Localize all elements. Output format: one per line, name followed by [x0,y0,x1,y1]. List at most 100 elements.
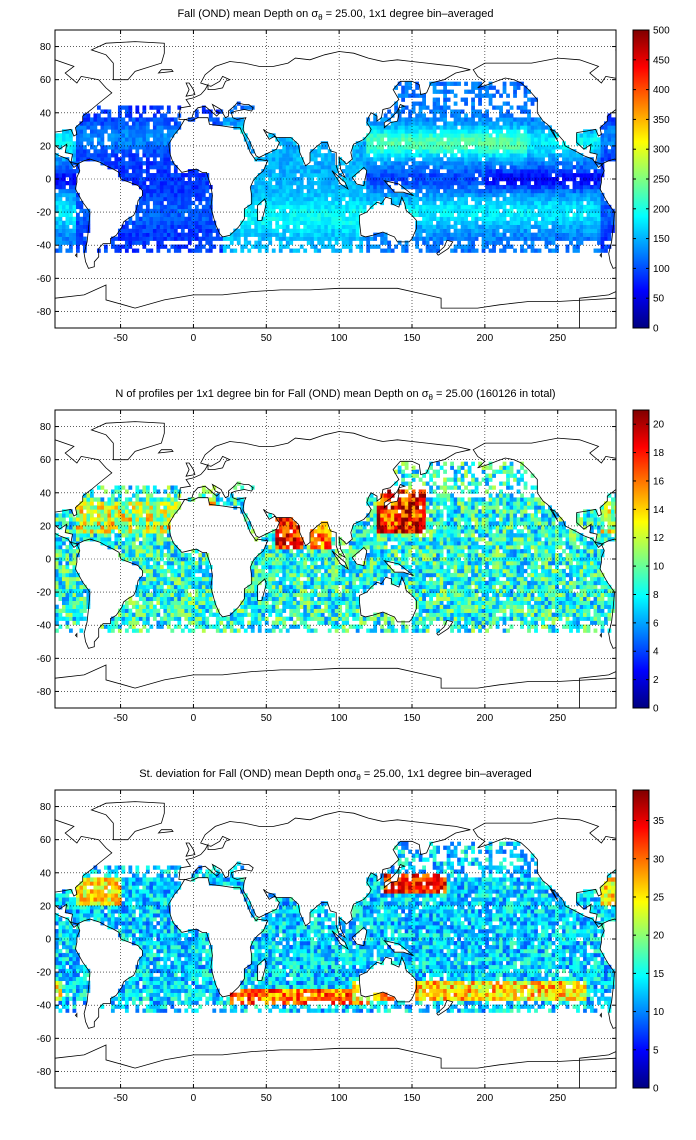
heatmap-cell [541,620,545,625]
heatmap-cell [457,624,461,629]
heatmap-cell [485,616,489,621]
heatmap-cell [135,612,140,617]
heatmap-cell [453,161,458,166]
heatmap-cell [481,212,486,218]
heatmap-cell [271,204,276,210]
heatmap-cell [394,161,399,166]
heatmap-cell [310,157,315,162]
heatmap-cell [166,125,171,130]
heatmap-cell [457,113,461,118]
heatmap-cell [65,137,70,142]
heatmap-cell [82,604,87,609]
heatmap-cell [576,165,580,170]
heatmap-cell [523,85,528,90]
heatmap-cell [219,248,224,253]
heatmap-cell [600,216,605,222]
heatmap-cell [380,184,385,190]
heatmap-cell [152,125,157,130]
heatmap-cell [334,177,339,182]
heatmap-cell [124,137,129,142]
heatmap-cell [191,184,196,190]
heatmap-cell [397,173,402,178]
heatmap-cell [114,141,119,146]
heatmap-cell [72,228,77,233]
heatmap-cell [597,200,601,206]
heatmap-cell [348,608,353,613]
heatmap-cell [481,232,486,237]
heatmap-cell [600,204,605,210]
heatmap-cell [597,196,601,202]
heatmap-cell [464,145,468,150]
heatmap-cell [502,188,507,194]
heatmap-cell [429,216,433,222]
heatmap-cell [464,200,468,206]
heatmap-cell [446,208,451,214]
heatmap-cell [436,177,440,182]
heatmap-cell [495,236,500,241]
heatmap-cell [418,180,423,186]
heatmap-cell [128,616,133,621]
heatmap-cell [583,220,587,225]
heatmap-cell [583,616,587,621]
heatmap-cell [446,133,451,138]
heatmap-cell [103,153,108,158]
heatmap-cell [509,224,514,229]
heatmap-cell [184,188,189,194]
heatmap-cell [495,184,500,190]
heatmap-cell [166,169,171,174]
heatmap-cell [408,137,413,142]
heatmap-cell [72,200,77,206]
heatmap-cell [355,192,360,198]
heatmap-cell [495,180,500,186]
heatmap-cell [247,208,252,214]
heatmap-cell [401,133,406,138]
heatmap-cell [509,165,514,170]
heatmap-cell [240,604,245,609]
heatmap-cell [170,200,175,206]
heatmap-cell [555,248,559,253]
heatmap-cell [243,244,248,249]
heatmap-cell [128,624,133,629]
heatmap-cell [355,220,360,225]
heatmap-cell [506,169,510,174]
heatmap-cell [390,248,395,253]
heatmap-cell [212,220,217,225]
heatmap-cell [159,161,164,166]
heatmap-cell [156,153,161,158]
heatmap-cell [166,177,171,182]
heatmap-cell [485,125,489,130]
heatmap-cell [282,212,287,218]
heatmap-cell [320,620,325,625]
heatmap-cell [145,169,150,174]
heatmap-cell [68,604,73,609]
heatmap-cell [110,149,115,154]
heatmap-cell [135,216,140,222]
heatmap-cell [254,228,259,233]
heatmap-cell [453,208,458,214]
heatmap-cell [145,248,150,253]
heatmap-cell [509,220,514,225]
heatmap-cell [530,125,535,130]
heatmap-cell [383,117,388,122]
heatmap-cell [205,208,210,214]
heatmap-cell [135,149,140,154]
heatmap-cell [201,196,206,202]
heatmap-cell [352,157,357,162]
heatmap-cell [142,129,147,134]
heatmap-cell [527,624,531,629]
heatmap-cell [355,224,360,229]
heatmap-cell [254,200,259,206]
heatmap-cell [530,117,535,122]
heatmap-cell [264,236,269,241]
heatmap-cell [257,612,262,617]
heatmap-cell [457,129,461,134]
heatmap-cell [576,137,580,142]
heatmap-cell [285,161,290,166]
heatmap-cell [142,596,147,602]
heatmap-cell [271,624,276,629]
heatmap-cell [516,616,521,621]
heatmap-cell [229,612,234,617]
heatmap-cell [142,105,147,110]
heatmap-cell [558,216,563,222]
heatmap-cell [149,188,154,194]
